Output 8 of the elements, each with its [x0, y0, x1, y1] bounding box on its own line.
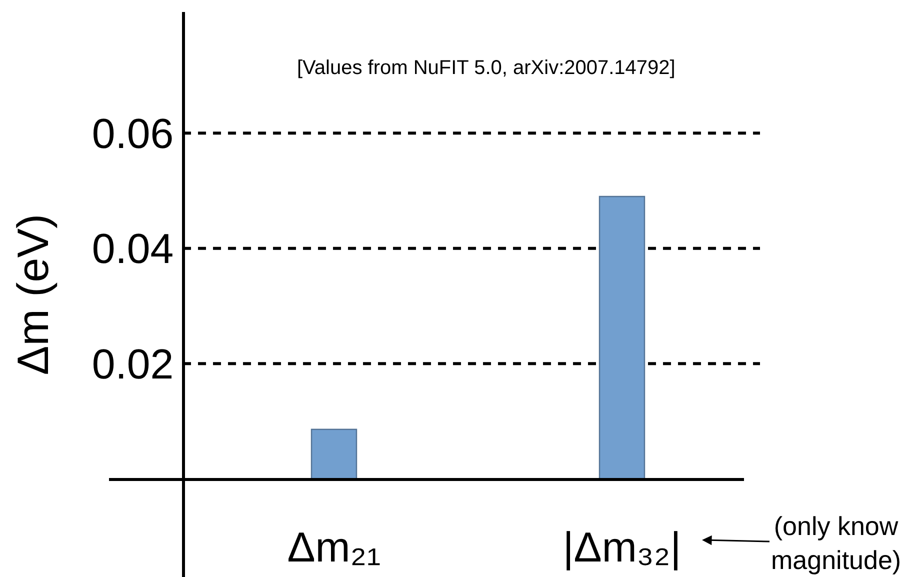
- text: (only know magnitude): [771, 511, 902, 575]
- y-tick-label: 0.04: [92, 225, 174, 272]
- x-tick-label: |Δm₃₂|: [562, 523, 682, 570]
- y-tick-label: 0.06: [92, 110, 174, 157]
- y-tick-label: 0.02: [92, 340, 174, 388]
- x-tick-label: Δm₂₁: [287, 523, 381, 570]
- annotation: [Values from NuFIT 5.0, arXiv:2007.14792]: [297, 57, 676, 79]
- y-axis-title: Δm (eV): [8, 214, 58, 376]
